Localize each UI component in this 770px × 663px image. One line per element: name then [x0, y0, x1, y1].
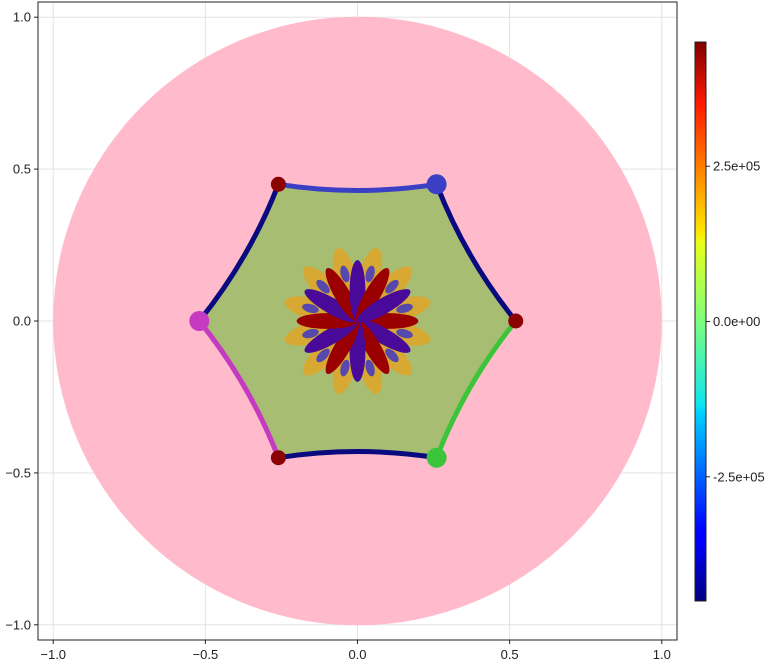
y-tick-label: 0.5 — [13, 162, 31, 177]
y-tick-label: 1.0 — [13, 10, 31, 25]
colorbar-tick-label: -2.5e+05 — [713, 469, 765, 484]
field-lobe — [365, 359, 375, 377]
x-tick-label: 1.0 — [653, 647, 671, 662]
vertex-marker — [270, 176, 286, 192]
x-tick-label: −1.0 — [40, 647, 66, 662]
field-petal — [325, 320, 359, 374]
field-lobe — [396, 303, 413, 314]
y-tick-label: −1.0 — [5, 617, 31, 632]
field-pattern — [284, 247, 431, 395]
vertex-marker — [508, 313, 524, 329]
field-lobe — [365, 265, 375, 283]
plot-area — [53, 16, 662, 626]
hexagon-edge — [196, 318, 281, 461]
hexagon-edge — [275, 449, 440, 461]
colorbar-gradient — [694, 41, 707, 602]
hexagon-edge — [434, 318, 519, 461]
vertex-marker — [270, 450, 286, 466]
x-tick-label: −0.5 — [193, 647, 219, 662]
field-lobe — [396, 328, 413, 339]
y-tick-label: 0.0 — [13, 314, 31, 329]
colorbar-tick-label: 2.5e+05 — [713, 159, 760, 174]
hexagon-edge — [196, 181, 281, 324]
field-lobe — [385, 279, 399, 294]
field-lobe — [385, 348, 399, 363]
x-tick-label: 0.0 — [348, 647, 366, 662]
field-lobe — [316, 348, 330, 363]
field-lobe — [340, 359, 350, 377]
field-petal — [325, 268, 359, 322]
field-petal — [356, 320, 390, 374]
axes: −1.0 −0.5 0.0 0.5 1.0 −1.0 −0.5 0.0 0.5 1.0 — [5, 10, 670, 662]
field-petal — [304, 319, 358, 353]
colorbar-tick-label: 0.0e+00 — [713, 314, 760, 329]
vertex-marker — [426, 447, 447, 468]
x-tick-label: 0.5 — [501, 647, 519, 662]
vertex-marker — [426, 174, 447, 195]
hexagon-edge — [434, 181, 519, 324]
field-lobe — [316, 279, 330, 294]
hexagon-edge — [275, 181, 440, 193]
field-petal — [357, 289, 411, 323]
field-lobe — [302, 328, 319, 339]
field-petal — [357, 319, 411, 353]
field-petal — [356, 268, 390, 322]
field-petal — [304, 289, 358, 323]
vertex-marker — [189, 311, 210, 331]
colorbar: -2.5e+05 0.0e+00 2.5e+05 — [694, 41, 765, 602]
y-tick-label: −0.5 — [5, 465, 31, 480]
field-lobe — [302, 303, 319, 314]
field-lobe — [340, 265, 350, 283]
